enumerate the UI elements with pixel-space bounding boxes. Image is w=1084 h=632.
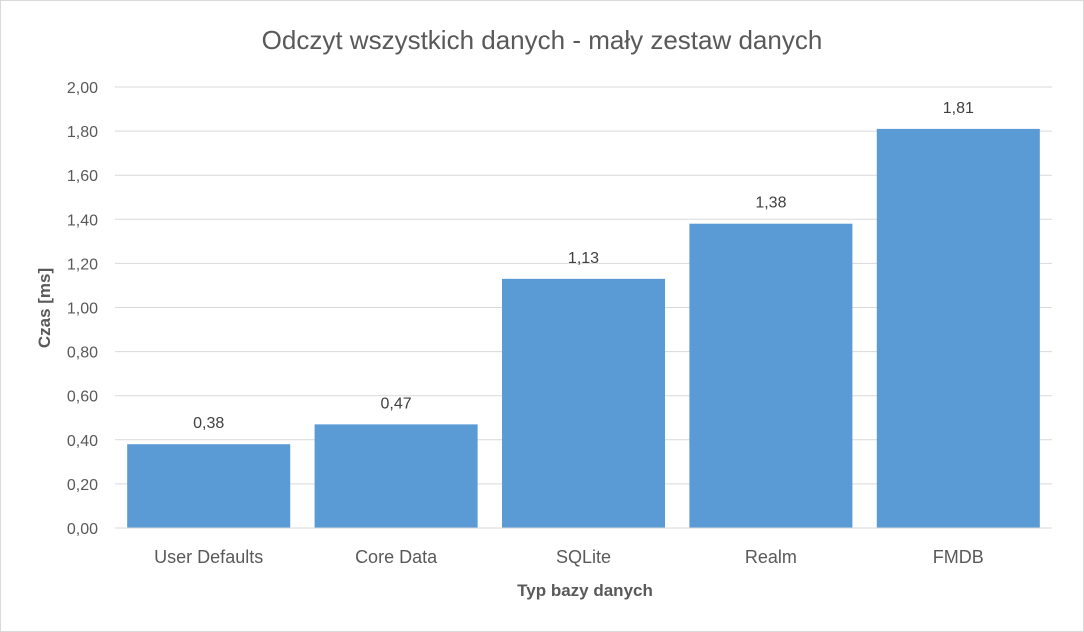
x-category-label: Realm <box>745 547 797 567</box>
bar <box>314 424 478 528</box>
y-tick-label: 0,40 <box>67 433 98 450</box>
y-tick-label: 1,60 <box>67 168 98 185</box>
data-label: 0,38 <box>193 415 224 432</box>
x-category-label: FMDB <box>933 547 984 567</box>
x-axis-title: Typ bazy danych <box>517 581 653 600</box>
y-tick-label: 0,80 <box>67 345 98 362</box>
x-category-label: SQLite <box>556 547 611 567</box>
y-tick-label: 0,00 <box>67 521 98 538</box>
bar <box>127 444 291 528</box>
bar <box>501 278 666 528</box>
y-tick-label: 1,20 <box>67 256 98 273</box>
x-category-label: Core Data <box>355 547 438 567</box>
y-tick-label: 2,00 <box>67 80 98 97</box>
y-tick-label: 1,00 <box>67 301 98 318</box>
data-label: 1,38 <box>755 195 786 212</box>
y-tick-label: 0,60 <box>67 389 98 406</box>
y-tick-label: 1,40 <box>67 212 98 229</box>
chart-title: Odczyt wszystkich danych - mały zestaw d… <box>262 25 823 55</box>
bar <box>689 223 853 528</box>
y-tick-label: 0,20 <box>67 477 98 494</box>
y-axis-title: Czas [ms] <box>35 268 54 348</box>
data-labels: 0,38 0,47 1,13 1,38 1,81 <box>193 100 974 432</box>
y-tick-label: 1,80 <box>67 124 98 141</box>
data-label: 0,47 <box>381 395 412 412</box>
bar <box>876 128 1040 528</box>
data-label: 1,13 <box>568 250 599 267</box>
bars <box>127 128 1040 528</box>
x-category-label: User Defaults <box>154 547 263 567</box>
data-label: 1,81 <box>943 100 974 117</box>
y-axis-ticks: 0,00 0,20 0,40 0,60 0,80 1,00 1,20 1,40 1,60 1,80… <box>67 80 98 538</box>
x-axis-categories: User Defaults Core Data SQLite Realm FMDB <box>154 547 984 567</box>
